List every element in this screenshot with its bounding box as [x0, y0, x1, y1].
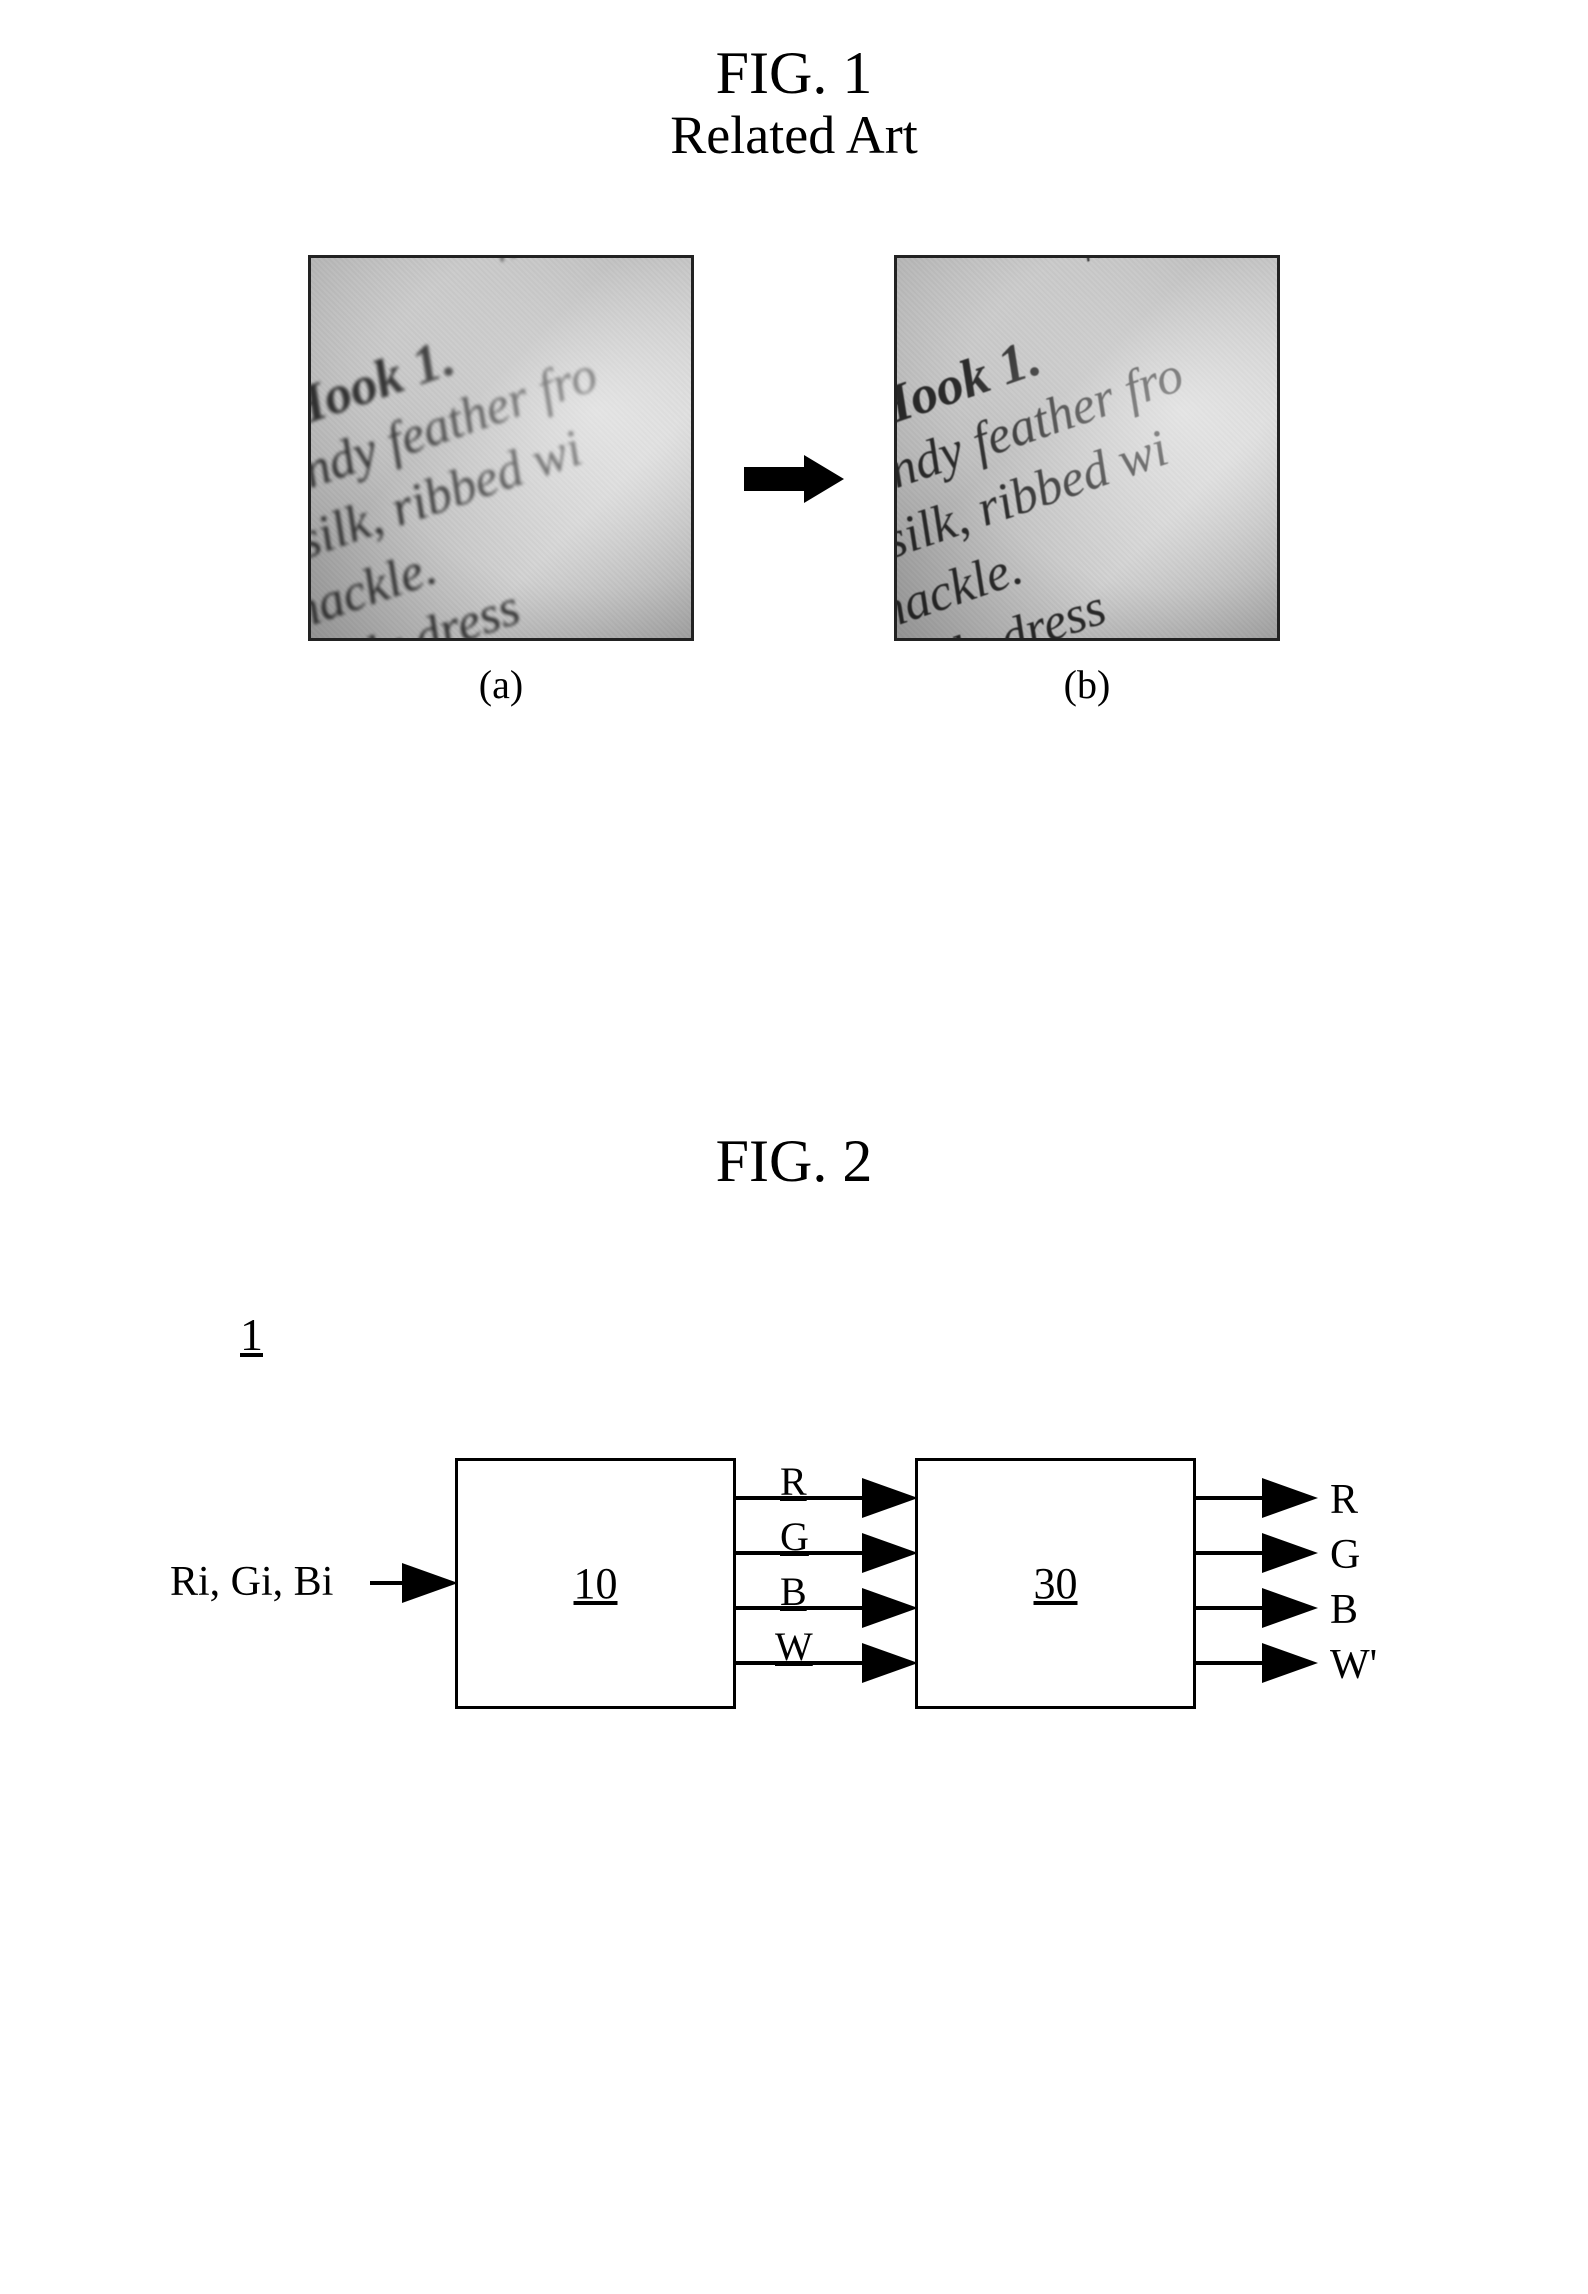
fig2-mid-b: B: [780, 1568, 807, 1615]
fig2-mid-r: R: [780, 1458, 807, 1505]
fig1-arrow: [734, 439, 854, 524]
fig2-out-b: B: [1330, 1586, 1358, 1634]
fig1-row: ri kil . Hook 1. sandy feather fro n sil…: [0, 255, 1588, 708]
fig1-label-b: (b): [894, 661, 1280, 708]
fig2-out-r: R: [1330, 1476, 1358, 1524]
fig1-subtitle: Related Art: [0, 106, 1588, 165]
fig2-diagram: Ri, Gi, Bi: [170, 1428, 1430, 1748]
fig1-photo-a: ri kil . Hook 1. sandy feather fro n sil…: [308, 255, 694, 641]
fig1-photo-b: ri kil . Hook 1. sandy feather fro n sil…: [894, 255, 1280, 641]
fig2-box-10-ref: 10: [574, 1558, 618, 1609]
photo-line-tick: 1: [1090, 638, 1115, 641]
fig2-box-30-ref: 30: [1034, 1558, 1078, 1609]
arrow-right-icon: [734, 439, 854, 519]
fig1-photo-b-wrap: ri kil . Hook 1. sandy feather fro n sil…: [894, 255, 1280, 708]
fig2-mid-g: G: [780, 1513, 809, 1560]
fig2-box-30: 30: [915, 1458, 1196, 1709]
fig2-mid-w: W: [775, 1623, 813, 1670]
photo-line-tick: 1: [504, 638, 529, 641]
fig1-photo-a-wrap: ri kil . Hook 1. sandy feather fro n sil…: [308, 255, 694, 708]
photo-vignette: [311, 258, 691, 638]
photo-vignette: [897, 258, 1277, 638]
fig2-title: FIG. 2: [0, 1128, 1588, 1194]
page: FIG. 1 Related Art ri kil . Hook 1. sand…: [0, 40, 1588, 2294]
fig1-label-a: (a): [308, 661, 694, 708]
fig2-out-g: G: [1330, 1531, 1360, 1579]
fig2-box-10: 10: [455, 1458, 736, 1709]
fig1-title: FIG. 1: [0, 40, 1588, 106]
fig2-area: FIG. 2 1 Ri, Gi, Bi: [0, 1128, 1588, 1778]
fig2-out-wprime: W': [1330, 1641, 1377, 1689]
fig2-system-ref: 1: [240, 1308, 263, 1361]
